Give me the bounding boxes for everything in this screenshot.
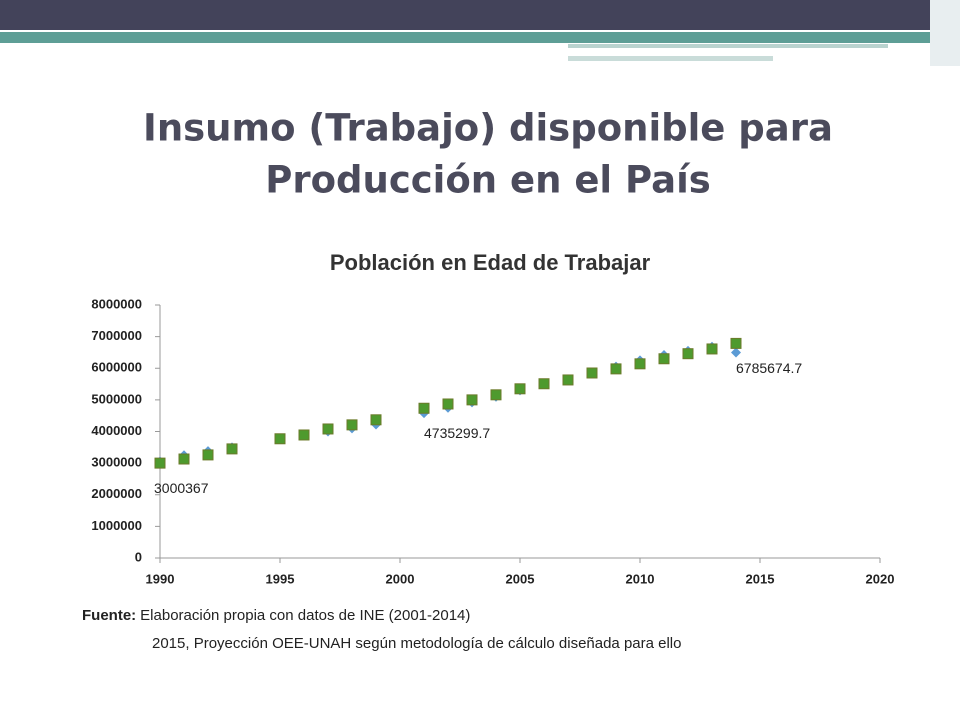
y-tick-label: 8000000 bbox=[91, 296, 142, 311]
accent-strip bbox=[0, 32, 960, 43]
y-tick-label: 3000000 bbox=[91, 455, 142, 470]
y-tick-label: 5000000 bbox=[91, 391, 142, 406]
data-label: 3000367 bbox=[154, 480, 209, 496]
x-tick-label: 1995 bbox=[266, 571, 295, 586]
x-tick-label: 2000 bbox=[386, 571, 415, 586]
source-line: 2015, Proyección OEE-UNAH según metodolo… bbox=[152, 635, 681, 652]
marker-square bbox=[442, 398, 454, 410]
marker-square bbox=[226, 443, 238, 455]
marker-square bbox=[562, 374, 574, 386]
y-tick-label: 0 bbox=[135, 549, 142, 564]
source-note: Fuente: Elaboración propia con datos de I… bbox=[82, 607, 470, 624]
marker-square bbox=[586, 367, 598, 379]
y-tick-label: 7000000 bbox=[91, 328, 142, 343]
marker-square bbox=[370, 414, 382, 426]
marker-square bbox=[730, 337, 742, 349]
y-tick-label: 2000000 bbox=[91, 486, 142, 501]
marker-square bbox=[202, 449, 214, 461]
marker-square bbox=[418, 402, 430, 414]
data-label: 6785674.7 bbox=[736, 360, 802, 376]
marker-square bbox=[634, 358, 646, 370]
accent-line bbox=[568, 56, 773, 61]
marker-square bbox=[538, 378, 550, 390]
accent-line bbox=[568, 44, 888, 48]
source-label: Fuente: bbox=[82, 607, 136, 624]
source-line: Elaboración propia con datos de INE (200… bbox=[140, 607, 470, 624]
slide-title: Producción en el País bbox=[265, 159, 711, 202]
x-tick-label: 2010 bbox=[626, 571, 655, 586]
marker-square bbox=[682, 348, 694, 360]
marker-square bbox=[346, 419, 358, 431]
marker-square bbox=[466, 394, 478, 406]
marker-square bbox=[490, 389, 502, 401]
marker-square bbox=[154, 457, 166, 469]
marker-square bbox=[274, 433, 286, 445]
marker-square bbox=[514, 383, 526, 395]
x-tick-label: 2020 bbox=[866, 571, 895, 586]
chart-title: Población en Edad de Trabajar bbox=[330, 250, 651, 275]
data-label: 4735299.7 bbox=[424, 425, 490, 441]
y-tick-label: 1000000 bbox=[91, 518, 142, 533]
marker-square bbox=[706, 343, 718, 355]
marker-square bbox=[322, 423, 334, 435]
marker-square bbox=[610, 363, 622, 375]
y-tick-label: 6000000 bbox=[91, 360, 142, 375]
x-tick-label: 2005 bbox=[506, 571, 535, 586]
x-tick-label: 1990 bbox=[146, 571, 175, 586]
top-bar bbox=[0, 0, 960, 30]
marker-square bbox=[298, 429, 310, 441]
marker-diamond bbox=[731, 347, 741, 358]
slide-title: Insumo (Trabajo) disponible para bbox=[143, 107, 833, 150]
y-tick-label: 4000000 bbox=[91, 423, 142, 438]
marker-square bbox=[658, 353, 670, 365]
corner-block bbox=[930, 0, 960, 66]
marker-square bbox=[178, 453, 190, 465]
x-tick-label: 2015 bbox=[746, 571, 775, 586]
